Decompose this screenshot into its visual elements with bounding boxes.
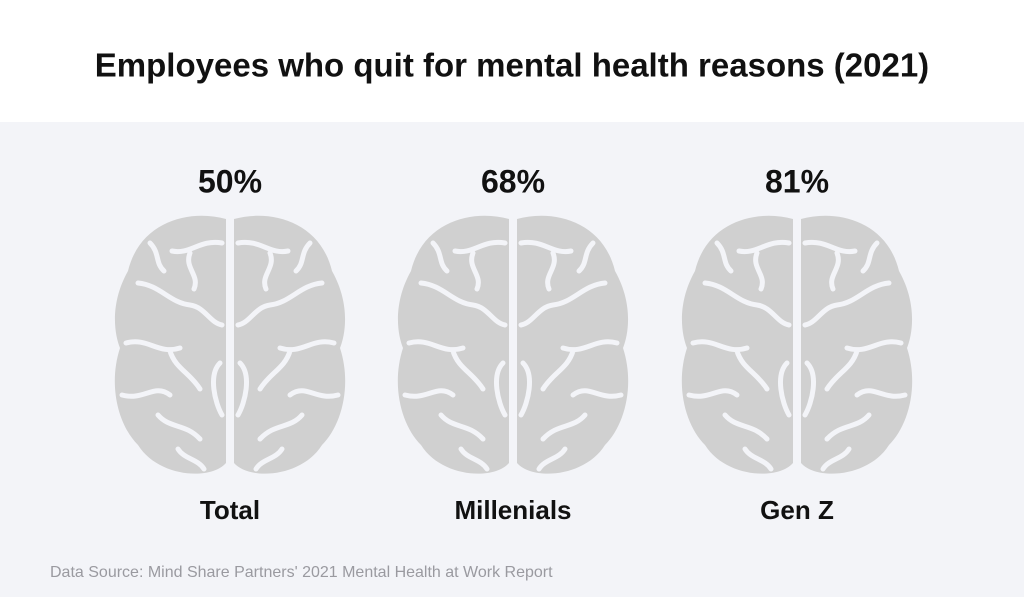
value-label: 81% bbox=[765, 163, 829, 199]
chart-title: Employees who quit for mental health rea… bbox=[95, 47, 929, 84]
category-label: Gen Z bbox=[760, 495, 834, 525]
value-label: 50% bbox=[198, 163, 262, 199]
value-label: 68% bbox=[481, 163, 545, 199]
category-label: Millenials bbox=[454, 495, 571, 525]
source-note: Data Source: Mind Share Partners' 2021 M… bbox=[50, 564, 553, 581]
category-label: Total bbox=[200, 495, 260, 525]
